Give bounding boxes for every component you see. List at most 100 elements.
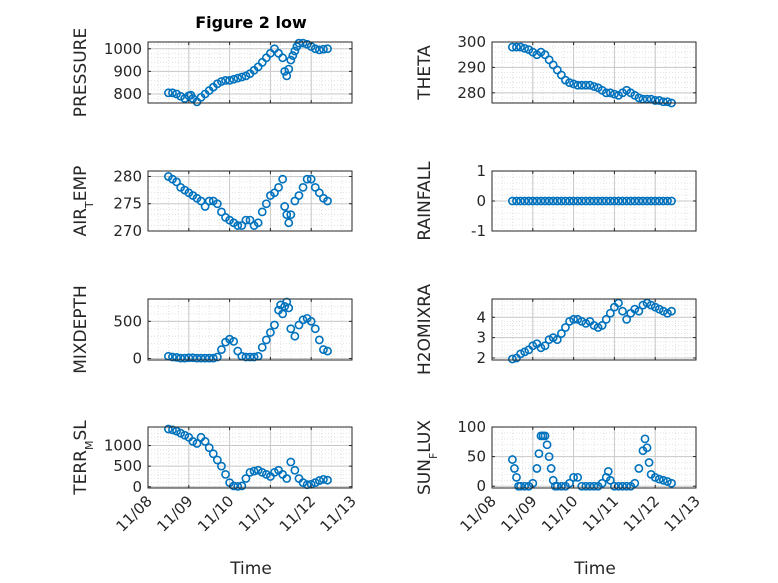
data-point — [280, 302, 290, 311]
data-point — [618, 481, 627, 491]
data-point — [601, 314, 611, 324]
subplot-air-temp: 270 275 280 AIRTEMP — [71, 166, 353, 240]
y-tick-label: 4 — [476, 308, 486, 326]
data-point — [512, 42, 521, 52]
x-tick-label: 11/08 — [113, 492, 156, 535]
y-tick-label: 1000 — [104, 40, 142, 58]
data-point — [221, 76, 230, 85]
data-point — [654, 474, 664, 484]
data-point — [634, 196, 644, 206]
data-point — [540, 196, 550, 206]
data-point — [290, 331, 300, 341]
data-point — [245, 352, 255, 362]
data-point — [237, 221, 247, 230]
data-point — [217, 77, 226, 86]
data-point — [319, 44, 328, 54]
data-point — [306, 316, 316, 326]
data-point — [200, 437, 210, 446]
data-point — [552, 481, 562, 491]
data-point — [520, 481, 530, 491]
data-point — [589, 82, 599, 91]
data-point — [323, 196, 332, 206]
data-point — [282, 474, 292, 483]
data-point — [601, 88, 611, 98]
data-point — [192, 439, 202, 448]
data-point — [282, 210, 292, 220]
data-point — [589, 196, 599, 206]
data-point — [306, 174, 316, 184]
data-point — [663, 97, 672, 107]
data-point — [622, 196, 632, 206]
data-point — [168, 425, 177, 435]
axes-box — [147, 426, 353, 489]
data-point — [658, 475, 668, 485]
data-point — [638, 196, 648, 206]
data-point — [192, 353, 202, 363]
x-tick-label: 11/09 — [497, 492, 540, 535]
data-point — [532, 464, 542, 473]
data-point — [561, 323, 570, 332]
data-point — [552, 196, 562, 206]
data-point — [626, 196, 636, 206]
y-tick-label: 1 — [476, 162, 486, 180]
data-point — [310, 44, 320, 54]
data-point — [314, 45, 324, 55]
data-point — [286, 457, 296, 467]
data-point — [556, 196, 566, 206]
data-point — [290, 46, 300, 56]
data-point — [510, 464, 519, 473]
data-point — [278, 174, 288, 184]
y-tick-label: 0 — [132, 350, 142, 368]
data-point — [663, 477, 672, 486]
data-point — [290, 465, 300, 475]
data-point — [298, 315, 308, 325]
data-point — [634, 93, 644, 103]
y-tick-label: 0 — [476, 192, 486, 210]
data-point — [667, 306, 676, 316]
data-point — [650, 96, 660, 105]
data-point — [589, 481, 599, 491]
data-point — [310, 324, 320, 334]
data-point — [323, 44, 332, 54]
data-point — [524, 196, 534, 206]
data-point — [573, 80, 583, 90]
data-point — [290, 196, 300, 206]
data-point — [634, 464, 644, 473]
data-point — [573, 196, 583, 206]
data-point — [280, 202, 290, 211]
data-point — [245, 467, 255, 477]
data-point — [241, 215, 251, 225]
x-tick-label: 11/13 — [661, 492, 704, 535]
data-point — [172, 177, 181, 187]
data-point — [229, 74, 239, 84]
axes-box — [491, 41, 697, 104]
data-point — [265, 328, 275, 337]
data-point — [233, 481, 243, 491]
subplot-h2omixra: 2 3 4 H2OMIXRA — [415, 284, 697, 375]
data-point — [249, 352, 259, 362]
data-point — [204, 196, 214, 206]
data-point — [212, 199, 222, 209]
data-point — [534, 449, 544, 459]
subplot-sun-flux: 0 50 100 SUNFLUX 11/0811/0911/1011/1111/1211… — [415, 418, 704, 535]
data-point — [544, 452, 554, 462]
data-point — [286, 55, 296, 65]
data-point — [274, 182, 283, 192]
data-point — [581, 481, 591, 491]
data-point — [520, 43, 530, 53]
y-tick-label: 280 — [113, 167, 142, 185]
y-tick-label: 270 — [113, 222, 142, 240]
y-tick-label: 1000 — [104, 437, 142, 455]
data-point — [274, 48, 283, 58]
data-point — [569, 196, 578, 206]
y-axis-label: PRESSURE — [71, 28, 91, 117]
data-point — [618, 196, 627, 206]
data-point — [552, 335, 562, 345]
data-point — [663, 196, 672, 206]
data-point — [512, 196, 521, 206]
data-point — [556, 481, 566, 491]
data-point — [270, 320, 279, 330]
data-point — [270, 188, 279, 198]
x-tick-label: 11/11 — [579, 492, 622, 535]
